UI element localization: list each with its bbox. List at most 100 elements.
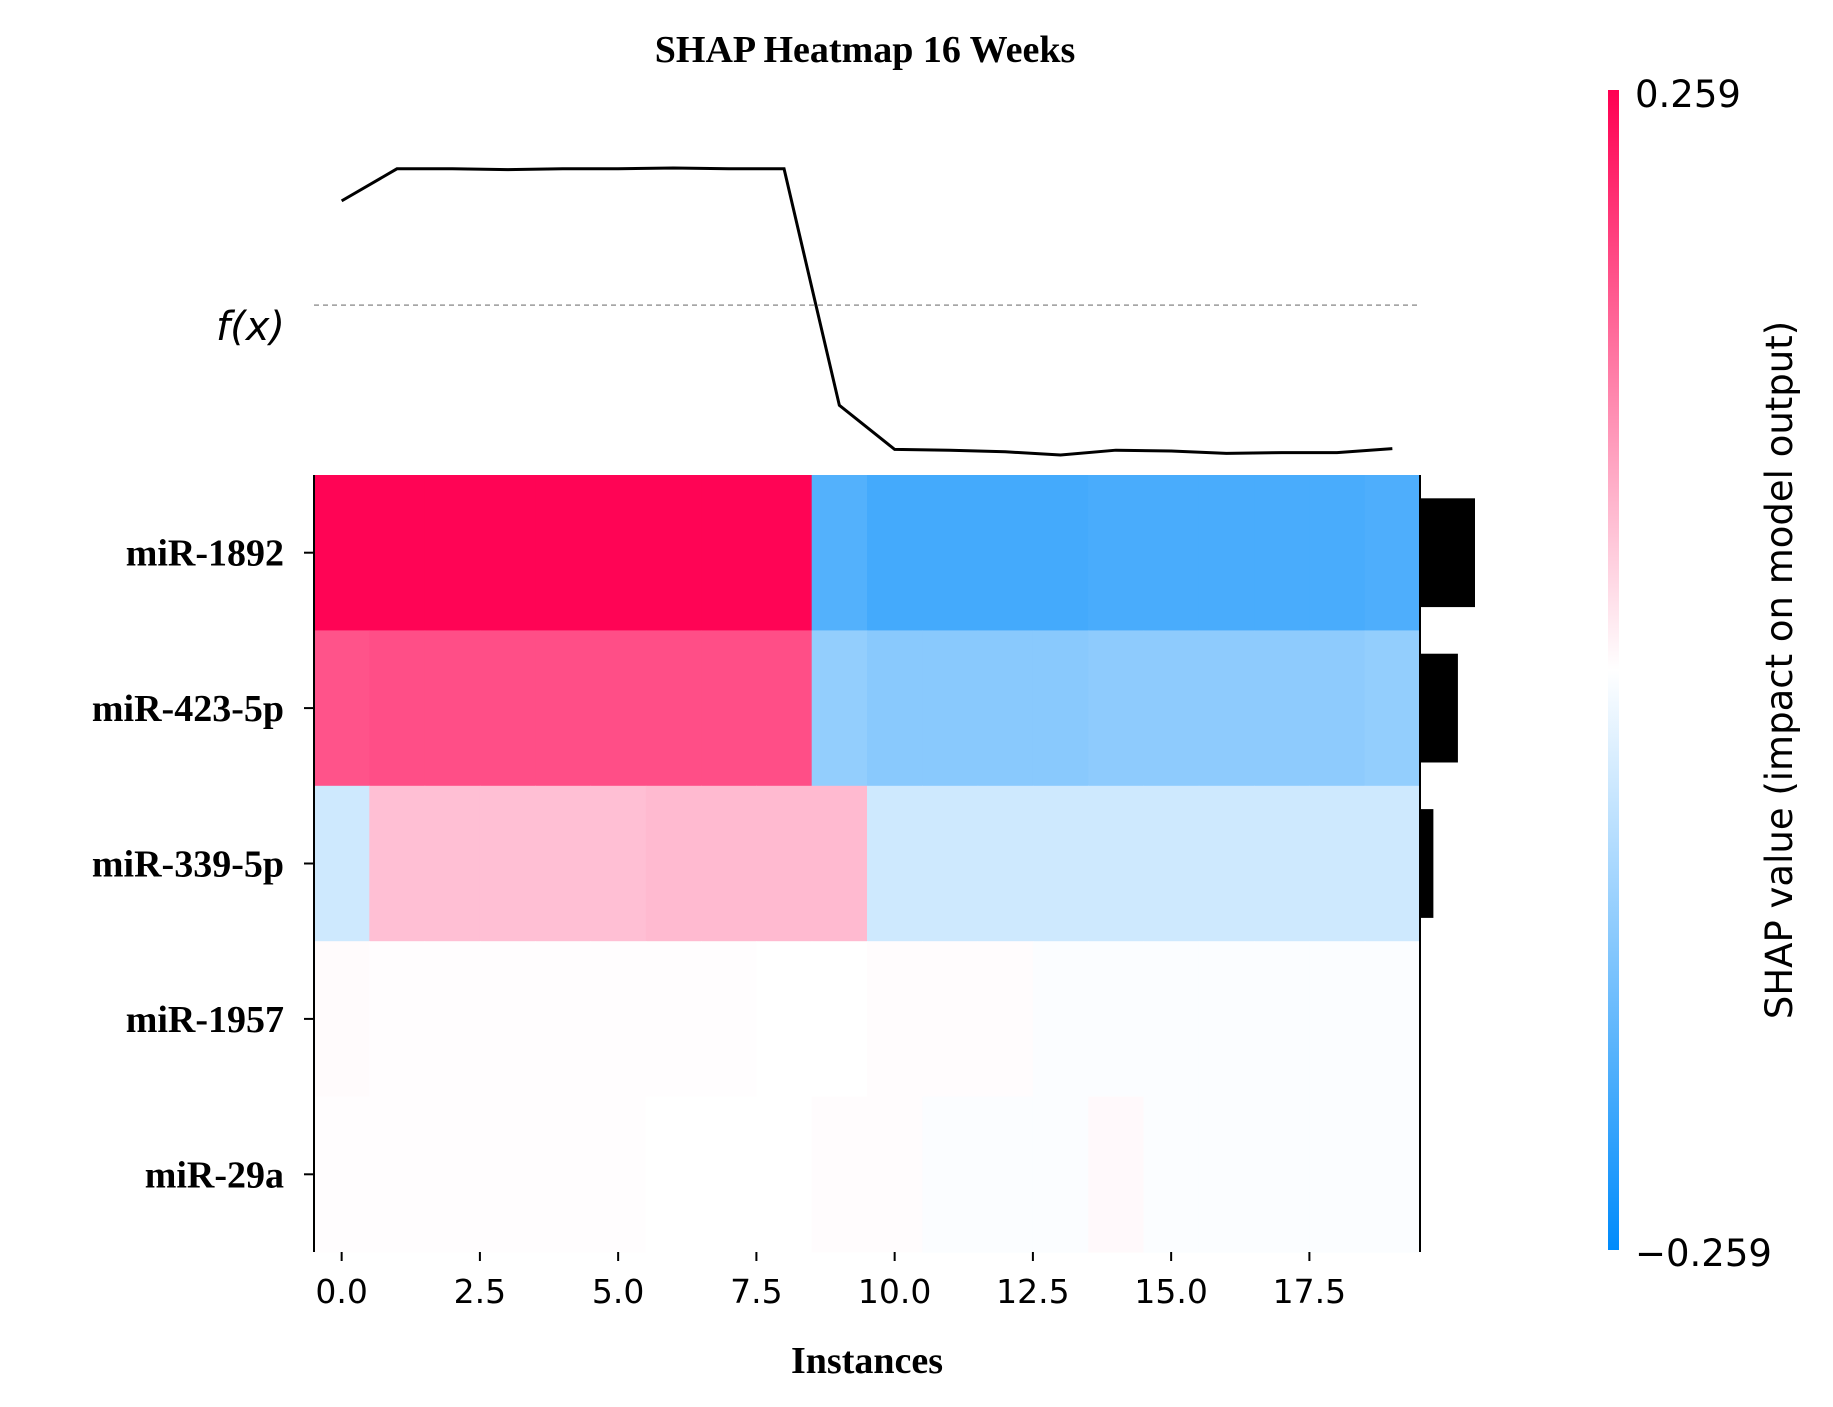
- heatmap-cell: [977, 630, 1034, 787]
- x-tick-label: 15.0: [1134, 1272, 1207, 1311]
- x-tick-label: 12.5: [996, 1272, 1069, 1311]
- mean-abs-shap-bars: [1420, 498, 1475, 1229]
- heatmap-cell: [1143, 1096, 1200, 1253]
- heatmap-cell: [1254, 1096, 1310, 1253]
- heatmap-cell: [590, 475, 647, 631]
- heatmap-cell: [1254, 475, 1310, 631]
- heatmap-cell: [1309, 1096, 1366, 1253]
- heatmap-cell: [1198, 785, 1255, 942]
- heatmap-cell: [1032, 475, 1089, 631]
- heatmap-cell: [701, 1096, 757, 1253]
- heatmap-cell: [369, 475, 426, 631]
- colorbar: [1608, 90, 1619, 1250]
- heatmap-cell: [645, 785, 702, 942]
- heatmap-cell: [1254, 630, 1310, 787]
- heatmap-cell: [1309, 475, 1366, 631]
- heatmap-cell: [922, 785, 979, 942]
- heatmap-cell: [314, 475, 370, 631]
- heatmap-cell: [1198, 630, 1255, 787]
- x-tick-label: 17.5: [1273, 1272, 1346, 1311]
- heatmap-cell: [314, 941, 370, 1098]
- heatmap-cell: [314, 1096, 370, 1253]
- heatmap-cell: [867, 941, 923, 1098]
- heatmap-cell: [756, 785, 813, 942]
- heatmap-cell: [756, 475, 813, 631]
- feature-labels: miR-1892 miR-423-5p miR-339-5p miR-1957 miR-…: [92, 533, 314, 1196]
- heatmap-cell: [1364, 630, 1421, 787]
- heatmap-cell: [424, 630, 481, 787]
- heatmap-cell: [867, 1096, 923, 1253]
- heatmap-cell: [645, 475, 702, 631]
- heatmap-cell: [922, 630, 979, 787]
- heatmap-cell: [535, 941, 592, 1098]
- feature-label: miR-29a: [145, 1154, 284, 1196]
- heatmap-cell: [1088, 630, 1145, 787]
- x-tick-label: 2.5: [454, 1272, 506, 1311]
- heatmap-cell: [479, 475, 536, 631]
- heatmap-cell: [369, 630, 426, 787]
- fx-series-line: [340, 166, 1393, 457]
- heatmap-cell: [1198, 1096, 1255, 1253]
- heatmap-cell: [922, 1096, 979, 1253]
- heatmap-cell: [1254, 941, 1310, 1098]
- heatmap-cell: [1088, 785, 1145, 942]
- heatmap-cell: [1032, 1096, 1089, 1253]
- heatmap-cell: [1032, 630, 1089, 787]
- colorbar-title: SHAP value (impact on model output): [1758, 321, 1801, 1019]
- heatmap-cell: [1032, 941, 1089, 1098]
- feature-label: miR-1892: [126, 533, 284, 575]
- fx-label: f(x): [216, 304, 285, 350]
- heatmap-cell: [1254, 785, 1310, 942]
- heatmap-cell: [922, 475, 979, 631]
- heatmap-cell: [1309, 941, 1366, 1098]
- feature-label: miR-1957: [126, 999, 284, 1041]
- feature-label: miR-339-5p: [92, 844, 284, 886]
- x-tick-label: 5.0: [592, 1272, 644, 1311]
- heatmap-cell: [1309, 630, 1366, 787]
- feature-label: miR-423-5p: [92, 688, 284, 730]
- heatmap-cell: [535, 475, 592, 631]
- x-tick-label: 10.0: [858, 1272, 931, 1311]
- heatmap-cell: [922, 941, 979, 1098]
- colorbar-max-label: 0.259: [1635, 73, 1741, 116]
- heatmap-cell: [369, 1096, 426, 1253]
- importance-bar: [1420, 498, 1475, 608]
- heatmap-cell: [479, 785, 536, 942]
- heatmap-cell: [645, 941, 702, 1098]
- heatmap-cell: [701, 941, 757, 1098]
- heatmap-cell: [424, 941, 481, 1098]
- chart-title: SHAP Heatmap 16 Weeks: [655, 29, 1076, 71]
- heatmap-cell: [701, 630, 757, 787]
- heatmap-cell: [977, 941, 1034, 1098]
- heatmap-cell: [369, 785, 426, 942]
- importance-bar: [1420, 964, 1421, 1074]
- heatmap-cell: [977, 785, 1034, 942]
- heatmap-cell: [590, 1096, 647, 1253]
- heatmap-cell: [756, 1096, 813, 1253]
- heatmap-cell: [1364, 1096, 1421, 1253]
- heatmap-cells: [314, 475, 1421, 1253]
- heatmap-cell: [1088, 1096, 1145, 1253]
- heatmap-cell: [811, 785, 868, 942]
- importance-bar: [1420, 809, 1434, 918]
- importance-bar: [1420, 653, 1458, 763]
- heatmap-cell: [701, 475, 757, 631]
- heatmap-cell: [1309, 785, 1366, 942]
- heatmap-cell: [645, 1096, 702, 1253]
- heatmap-cell: [369, 941, 426, 1098]
- heatmap-cell: [314, 630, 370, 787]
- importance-bar: [1420, 1119, 1421, 1229]
- heatmap-cell: [1143, 475, 1200, 631]
- heatmap-cell: [867, 630, 923, 787]
- x-axis-ticks: 0.0 2.5 5.0 7.5 10.0 12.5 15.0 17.5: [315, 1252, 1346, 1311]
- colorbar-min-label: −0.259: [1635, 1232, 1772, 1275]
- heatmap-cell: [479, 1096, 536, 1253]
- x-tick-label: 7.5: [730, 1272, 782, 1311]
- heatmap-cell: [756, 630, 813, 787]
- heatmap-cell: [424, 785, 481, 942]
- heatmap-cell: [1364, 941, 1421, 1098]
- heatmap-cell: [811, 475, 868, 631]
- heatmap-cell: [1364, 785, 1421, 942]
- heatmap-cell: [1143, 785, 1200, 942]
